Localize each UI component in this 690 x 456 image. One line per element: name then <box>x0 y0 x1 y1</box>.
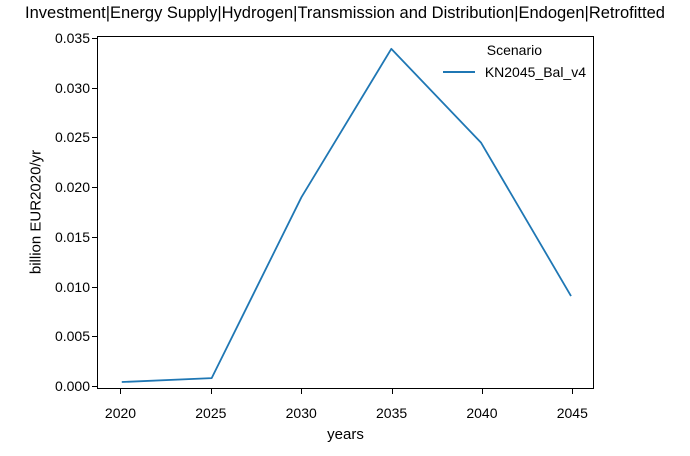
y-tick-mark <box>92 137 97 138</box>
series-line-KN2045_Bal_v4 <box>121 47 572 383</box>
x-tick-mark <box>482 389 483 394</box>
y-tick-label: 0.015 <box>54 228 90 245</box>
x-tick-label: 2035 <box>376 405 408 421</box>
y-tick-label: 0.035 <box>54 29 90 46</box>
y-tick-mark <box>92 187 97 188</box>
legend-label: KN2045_Bal_v4 <box>484 64 586 80</box>
x-tick-mark <box>301 389 302 394</box>
y-tick-label: 0.000 <box>54 378 90 395</box>
y-tick-label: 0.030 <box>54 79 90 96</box>
x-axis-label: years <box>327 426 364 443</box>
y-tick-mark <box>92 88 97 89</box>
y-tick-label: 0.005 <box>54 328 90 345</box>
y-tick-label: 0.025 <box>54 129 90 146</box>
y-axis-label: billion EUR2020/yr <box>27 149 45 275</box>
y-tick-mark <box>92 38 97 39</box>
x-tick-mark <box>572 389 573 394</box>
y-tick-mark <box>92 287 97 288</box>
x-tick-label: 2045 <box>556 405 588 421</box>
legend: Scenario KN2045_Bal_v4 <box>442 39 586 83</box>
x-tick-mark <box>211 389 212 394</box>
legend-item: KN2045_Bal_v4 <box>442 61 586 83</box>
x-tick-mark <box>392 389 393 394</box>
y-tick-mark <box>92 386 97 387</box>
x-tick-label: 2020 <box>104 405 137 421</box>
y-tick-mark <box>92 237 97 238</box>
legend-line-sample-icon <box>442 71 475 73</box>
chart-title: Investment|Energy Supply|Hydrogen|Transm… <box>25 4 665 22</box>
x-tick-label: 2025 <box>195 405 227 421</box>
legend-title: Scenario <box>486 42 543 58</box>
line-plot-canvas <box>121 47 572 383</box>
y-tick-label: 0.020 <box>54 179 90 196</box>
plot-area: Scenario KN2045_Bal_v4 <box>97 36 594 389</box>
x-tick-label: 2040 <box>466 405 498 421</box>
x-tick-mark <box>120 389 121 394</box>
y-tick-mark <box>92 336 97 337</box>
x-tick-label: 2030 <box>285 405 317 421</box>
y-tick-label: 0.010 <box>54 278 90 295</box>
